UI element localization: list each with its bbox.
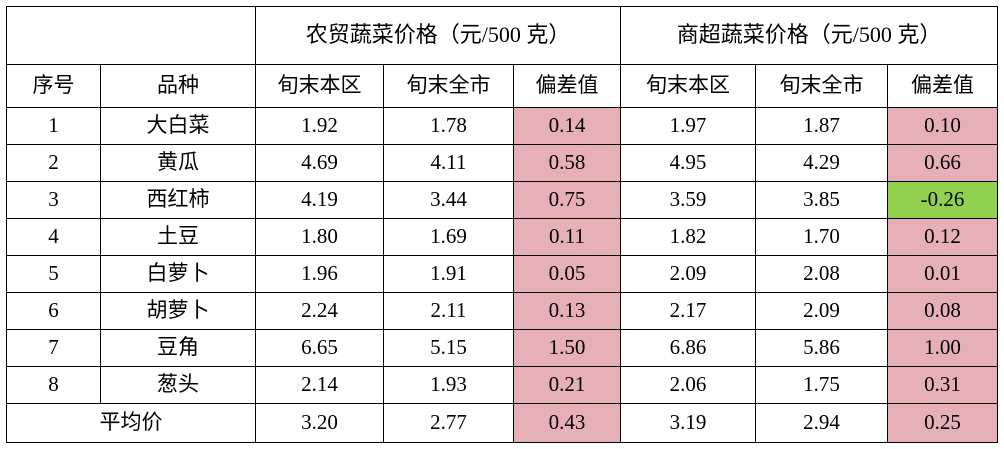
average-super-local-cell: 3.19: [620, 403, 757, 443]
super-local-price-cell: 6.86: [620, 329, 757, 367]
super-citywide-price-cell: 4.29: [755, 144, 889, 182]
farm-citywide-price-cell: 1.93: [383, 366, 514, 404]
farm-deviation-cell: 0.75: [512, 181, 622, 219]
super-local-price-cell: 1.82: [620, 218, 757, 256]
col-header-farm-deviation: 偏差值: [512, 64, 622, 108]
super-local-price-cell: 2.17: [620, 292, 757, 330]
farm-deviation-cell: 0.21: [512, 366, 622, 404]
vegetable-name-cell: 土豆: [100, 218, 256, 256]
super-deviation-cell: 0.08: [887, 292, 999, 330]
farm-local-price-cell: 6.65: [255, 329, 384, 367]
super-local-price-cell: 3.59: [620, 181, 757, 219]
col-header-super-local: 旬末本区: [620, 64, 757, 108]
farm-deviation-cell: 0.14: [512, 107, 622, 145]
row-number-cell: 5: [6, 255, 101, 293]
vegetable-name-cell: 胡萝卜: [100, 292, 256, 330]
average-farm-deviation-cell: 0.43: [512, 403, 622, 443]
farm-deviation-cell: 1.50: [512, 329, 622, 367]
vegetable-name-cell: 白萝卜: [100, 255, 256, 293]
average-super-citywide-cell: 2.94: [755, 403, 889, 443]
super-citywide-price-cell: 5.86: [755, 329, 889, 367]
super-citywide-price-cell: 1.75: [755, 366, 889, 404]
super-deviation-cell: 0.66: [887, 144, 999, 182]
average-farm-local-cell: 3.20: [255, 403, 384, 443]
vegetable-name-cell: 豆角: [100, 329, 256, 367]
col-header-variety: 品种: [100, 64, 256, 108]
col-header-super-citywide: 旬末全市: [755, 64, 889, 108]
farm-local-price-cell: 2.14: [255, 366, 384, 404]
table-row: 7 豆角 6.65 5.15 1.50 6.86 5.86 1.00: [6, 329, 999, 367]
farm-citywide-price-cell: 4.11: [383, 144, 514, 182]
row-number-cell: 1: [6, 107, 101, 145]
super-citywide-price-cell: 3.85: [755, 181, 889, 219]
table-body: 1 大白菜 1.92 1.78 0.14 1.97 1.87 0.10 2 黄瓜 4.69 4.11 0…: [6, 107, 999, 404]
super-citywide-price-cell: 2.09: [755, 292, 889, 330]
super-citywide-price-cell: 1.70: [755, 218, 889, 256]
vegetable-name-cell: 西红柿: [100, 181, 256, 219]
farm-citywide-price-cell: 5.15: [383, 329, 514, 367]
table-row: 6 胡萝卜 2.24 2.11 0.13 2.17 2.09 0.08: [6, 292, 999, 330]
row-number-cell: 4: [6, 218, 101, 256]
farm-deviation-cell: 0.11: [512, 218, 622, 256]
group-header-supermarket: 商超蔬菜价格（元/500 克）: [620, 6, 999, 65]
sub-header-row: 序号 品种 旬末本区 旬末全市 偏差值 旬末本区 旬末全市 偏差值: [6, 64, 999, 108]
vegetable-name-cell: 大白菜: [100, 107, 256, 145]
farm-citywide-price-cell: 3.44: [383, 181, 514, 219]
table-row: 4 土豆 1.80 1.69 0.11 1.82 1.70 0.12: [6, 218, 999, 256]
average-row: 平均价 3.20 2.77 0.43 3.19 2.94 0.25: [6, 403, 999, 443]
super-deviation-cell: -0.26: [887, 181, 999, 219]
col-header-farm-local: 旬末本区: [255, 64, 384, 108]
vegetable-name-cell: 黄瓜: [100, 144, 256, 182]
farm-deviation-cell: 0.05: [512, 255, 622, 293]
farm-local-price-cell: 2.24: [255, 292, 384, 330]
farm-deviation-cell: 0.13: [512, 292, 622, 330]
super-deviation-cell: 1.00: [887, 329, 999, 367]
farm-local-price-cell: 4.19: [255, 181, 384, 219]
table-row: 5 白萝卜 1.96 1.91 0.05 2.09 2.08 0.01: [6, 255, 999, 293]
super-local-price-cell: 2.09: [620, 255, 757, 293]
col-header-super-deviation: 偏差值: [887, 64, 999, 108]
row-number-cell: 6: [6, 292, 101, 330]
super-deviation-cell: 0.12: [887, 218, 999, 256]
vegetable-price-table: 农贸蔬菜价格（元/500 克） 商超蔬菜价格（元/500 克） 序号 品种 旬末…: [6, 6, 999, 443]
average-label-cell: 平均价: [6, 403, 256, 443]
row-number-cell: 2: [6, 144, 101, 182]
super-local-price-cell: 4.95: [620, 144, 757, 182]
group-header-row: 农贸蔬菜价格（元/500 克） 商超蔬菜价格（元/500 克）: [6, 6, 999, 65]
farm-local-price-cell: 1.80: [255, 218, 384, 256]
super-deviation-cell: 0.01: [887, 255, 999, 293]
corner-blank-cell: [6, 6, 256, 65]
average-super-deviation-cell: 0.25: [887, 403, 999, 443]
vegetable-name-cell: 葱头: [100, 366, 256, 404]
table-row: 8 葱头 2.14 1.93 0.21 2.06 1.75 0.31: [6, 366, 999, 404]
group-header-farm-market: 农贸蔬菜价格（元/500 克）: [254, 6, 622, 65]
table-row: 3 西红柿 4.19 3.44 0.75 3.59 3.85 -0.26: [6, 181, 999, 219]
table-row: 2 黄瓜 4.69 4.11 0.58 4.95 4.29 0.66: [6, 144, 999, 182]
farm-local-price-cell: 4.69: [255, 144, 384, 182]
farm-local-price-cell: 1.96: [255, 255, 384, 293]
super-deviation-cell: 0.31: [887, 366, 999, 404]
super-citywide-price-cell: 2.08: [755, 255, 889, 293]
super-local-price-cell: 1.97: [620, 107, 757, 145]
super-local-price-cell: 2.06: [620, 366, 757, 404]
col-header-serial: 序号: [6, 64, 101, 108]
farm-deviation-cell: 0.58: [512, 144, 622, 182]
col-header-farm-citywide: 旬末全市: [383, 64, 514, 108]
super-deviation-cell: 0.10: [887, 107, 999, 145]
farm-citywide-price-cell: 1.91: [383, 255, 514, 293]
table-row: 1 大白菜 1.92 1.78 0.14 1.97 1.87 0.10: [6, 107, 999, 145]
row-number-cell: 3: [6, 181, 101, 219]
farm-citywide-price-cell: 1.78: [383, 107, 514, 145]
farm-citywide-price-cell: 2.11: [383, 292, 514, 330]
farm-citywide-price-cell: 1.69: [383, 218, 514, 256]
farm-local-price-cell: 1.92: [255, 107, 384, 145]
average-farm-citywide-cell: 2.77: [383, 403, 514, 443]
super-citywide-price-cell: 1.87: [755, 107, 889, 145]
row-number-cell: 7: [6, 329, 101, 367]
row-number-cell: 8: [6, 366, 101, 404]
